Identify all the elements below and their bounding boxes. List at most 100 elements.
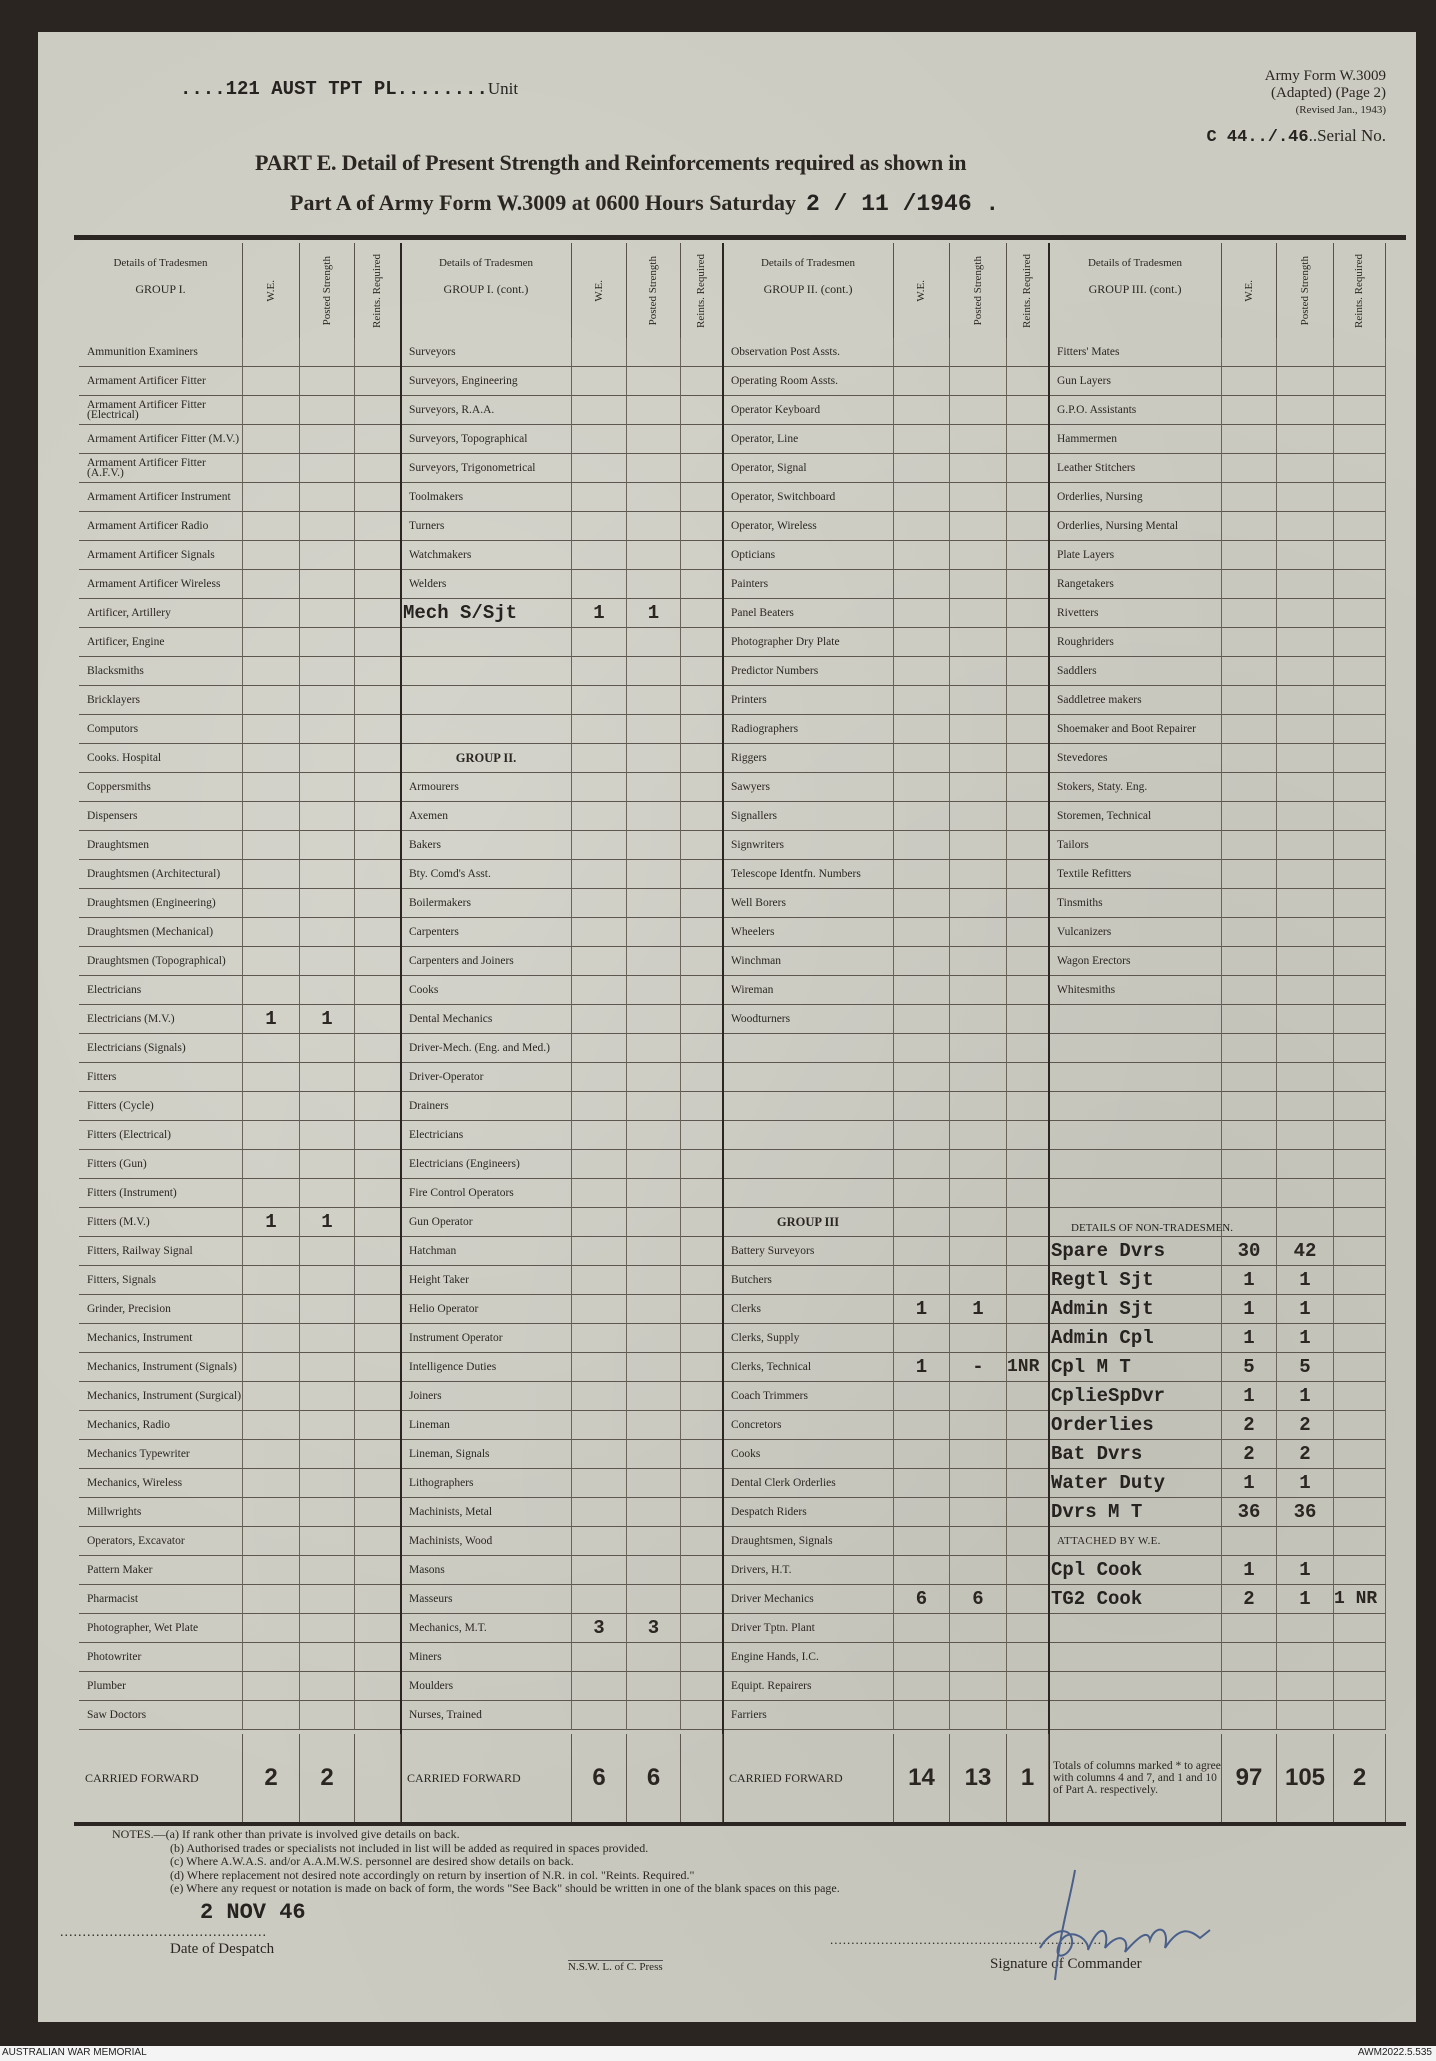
cell-we[interactable] [243, 454, 300, 483]
cell-ps[interactable] [1277, 686, 1334, 715]
cell-ps[interactable] [300, 1353, 355, 1382]
cell-ps[interactable] [300, 483, 355, 512]
cell-we[interactable] [1222, 512, 1277, 541]
cell-we[interactable] [1222, 599, 1277, 628]
cell-ps[interactable] [1277, 1092, 1334, 1121]
cell-ps[interactable] [950, 599, 1007, 628]
cell-rr[interactable] [1334, 570, 1386, 599]
cell-rr[interactable] [355, 1701, 401, 1730]
cell-ps[interactable] [300, 570, 355, 599]
cell-rr[interactable] [681, 570, 723, 599]
cell-we[interactable] [894, 1034, 950, 1063]
cell-ps[interactable] [950, 744, 1007, 773]
cell-we[interactable] [1222, 773, 1277, 802]
cell-rr[interactable] [1007, 1295, 1049, 1324]
cell-rr[interactable] [1334, 1121, 1386, 1150]
cell-we[interactable]: 1 [1222, 1382, 1277, 1411]
cell-rr[interactable] [355, 1324, 401, 1353]
cell-we[interactable]: 2 [1222, 1585, 1277, 1614]
cell-we[interactable] [894, 483, 950, 512]
cell-ps[interactable] [1277, 1121, 1334, 1150]
cell-rr[interactable] [681, 1440, 723, 1469]
cell-rr[interactable] [1007, 1672, 1049, 1701]
cell-rr[interactable] [355, 1585, 401, 1614]
cell-we[interactable] [243, 1614, 300, 1643]
cell-we[interactable] [572, 657, 627, 686]
cell-we[interactable]: 36 [1222, 1498, 1277, 1527]
cell-we[interactable] [243, 367, 300, 396]
cell-ps[interactable] [1277, 889, 1334, 918]
cell-we[interactable]: 1 [1222, 1469, 1277, 1498]
cell-rr[interactable] [1334, 1208, 1386, 1237]
cell-ps[interactable] [1277, 1063, 1334, 1092]
cell-ps[interactable] [950, 976, 1007, 1005]
cell-we[interactable] [572, 425, 627, 454]
cell-we[interactable] [572, 1498, 627, 1527]
cell-rr[interactable] [1007, 1527, 1049, 1556]
cell-rr[interactable] [681, 628, 723, 657]
cell-rr[interactable] [681, 657, 723, 686]
cell-rr[interactable] [681, 541, 723, 570]
cell-ps[interactable] [627, 773, 681, 802]
cell-ps[interactable] [627, 715, 681, 744]
cell-ps[interactable]: 42 [1277, 1237, 1334, 1266]
cell-rr[interactable] [1007, 367, 1049, 396]
cell-rr[interactable] [1334, 483, 1386, 512]
cell-rr[interactable] [355, 918, 401, 947]
cell-rr[interactable] [1334, 425, 1386, 454]
cell-ps[interactable] [1277, 715, 1334, 744]
cell-we[interactable] [243, 918, 300, 947]
cell-ps[interactable] [950, 831, 1007, 860]
cell-rr[interactable] [681, 1266, 723, 1295]
cell-we[interactable] [572, 686, 627, 715]
cell-rr[interactable] [1334, 947, 1386, 976]
cell-ps[interactable] [950, 338, 1007, 367]
cell-we[interactable] [894, 1411, 950, 1440]
cell-rr[interactable] [1007, 1150, 1049, 1179]
cell-we[interactable] [572, 1237, 627, 1266]
cell-ps[interactable] [300, 425, 355, 454]
cell-we[interactable] [243, 1295, 300, 1324]
cell-ps[interactable]: 1 [627, 599, 681, 628]
cell-ps[interactable] [627, 1063, 681, 1092]
cell-ps[interactable] [300, 947, 355, 976]
cell-rr[interactable] [1334, 1092, 1386, 1121]
cell-we[interactable] [894, 1556, 950, 1585]
cell-rr[interactable] [1007, 1324, 1049, 1353]
cell-ps[interactable] [300, 860, 355, 889]
cell-ps[interactable] [627, 1034, 681, 1063]
cell-we[interactable] [243, 744, 300, 773]
cell-ps[interactable] [300, 512, 355, 541]
cell-we[interactable] [572, 744, 627, 773]
cell-ps[interactable] [627, 889, 681, 918]
cell-rr[interactable] [1334, 628, 1386, 657]
cell-ps[interactable] [1277, 976, 1334, 1005]
cell-ps[interactable] [1277, 657, 1334, 686]
cell-rr[interactable] [681, 1353, 723, 1382]
cell-rr[interactable] [681, 1324, 723, 1353]
cell-ps[interactable] [300, 1556, 355, 1585]
cell-ps[interactable] [300, 1179, 355, 1208]
cell-rr[interactable] [1007, 1382, 1049, 1411]
cell-we[interactable] [1222, 1121, 1277, 1150]
cell-we[interactable] [243, 802, 300, 831]
cell-rr[interactable] [355, 831, 401, 860]
cell-we[interactable] [1222, 1527, 1277, 1556]
cell-ps[interactable] [1277, 512, 1334, 541]
cell-rr[interactable] [1334, 512, 1386, 541]
cell-we[interactable] [894, 657, 950, 686]
cell-ps[interactable] [300, 454, 355, 483]
cell-ps[interactable] [627, 541, 681, 570]
cell-we[interactable] [572, 1585, 627, 1614]
cell-rr[interactable] [1007, 338, 1049, 367]
cell-ps[interactable] [627, 367, 681, 396]
cell-we[interactable] [572, 947, 627, 976]
cell-we[interactable]: 1 [572, 599, 627, 628]
cell-we[interactable] [894, 396, 950, 425]
cell-rr[interactable] [1007, 918, 1049, 947]
cell-we[interactable] [894, 1382, 950, 1411]
cell-we[interactable] [1222, 1672, 1277, 1701]
cell-ps[interactable] [950, 570, 1007, 599]
cell-ps[interactable] [627, 1092, 681, 1121]
cell-ps[interactable] [950, 1208, 1007, 1237]
